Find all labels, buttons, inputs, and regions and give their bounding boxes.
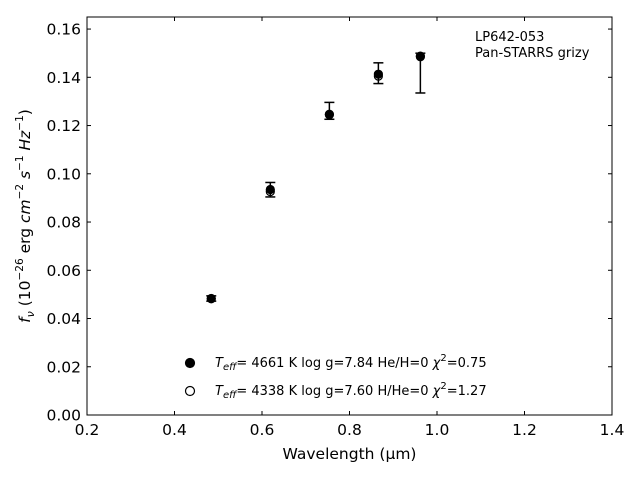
- axis-ticks: 0.2 0.4 0.6 0.8 1.0 1.2 1.4 0.00 0.02 0.04 0.06 0.0…: [46, 17, 624, 439]
- x-tick-label: 0.8: [337, 421, 362, 439]
- y-tick-label: 0.02: [46, 358, 81, 376]
- annotation-survey: Pan-STARRS grizy: [475, 46, 590, 61]
- x-tick-label: 0.4: [162, 421, 187, 439]
- model-point-open: [206, 294, 216, 304]
- model-point-open: [415, 51, 425, 61]
- x-tick-label: 0.2: [75, 421, 100, 439]
- annotation-object-name: LP642-053: [475, 30, 544, 45]
- y-axis-title: fν (10−26 erg cm−2 s−1 Hz−1): [14, 109, 37, 323]
- y-tick-label: 0.08: [46, 214, 81, 232]
- legend-entry-2: Teff= 4338 K log g=7.60 H/He=0 χ2=1.27: [215, 381, 487, 401]
- x-axis-title: Wavelength (μm): [283, 445, 417, 463]
- legend: Teff= 4661 K log g=7.84 He/H=0 χ2=0.75 T…: [184, 353, 487, 401]
- y-tick-label: 0.16: [46, 21, 81, 39]
- y-tick-label: 0.04: [46, 310, 81, 328]
- x-tick-label: 1.4: [600, 421, 625, 439]
- data-points: [206, 51, 425, 304]
- plot-area: [86, 16, 613, 416]
- y-tick-label: 0.14: [46, 69, 81, 87]
- x-tick-label: 1.2: [512, 421, 537, 439]
- x-tick-label: 0.6: [250, 421, 275, 439]
- legend-marker-open: [184, 385, 196, 397]
- y-tick-label: 0.10: [46, 165, 81, 183]
- legend-marker-filled: [184, 357, 196, 369]
- x-tick-label: 1.0: [425, 421, 450, 439]
- model-point-open: [324, 109, 334, 119]
- model-point-open: [373, 71, 383, 81]
- y-tick-label: 0.06: [46, 262, 81, 280]
- legend-entry-1: Teff= 4661 K log g=7.84 He/H=0 χ2=0.75: [215, 353, 487, 373]
- model-point-open: [265, 187, 275, 197]
- y-tick-label: 0.00: [46, 407, 81, 425]
- y-tick-label: 0.12: [46, 117, 81, 135]
